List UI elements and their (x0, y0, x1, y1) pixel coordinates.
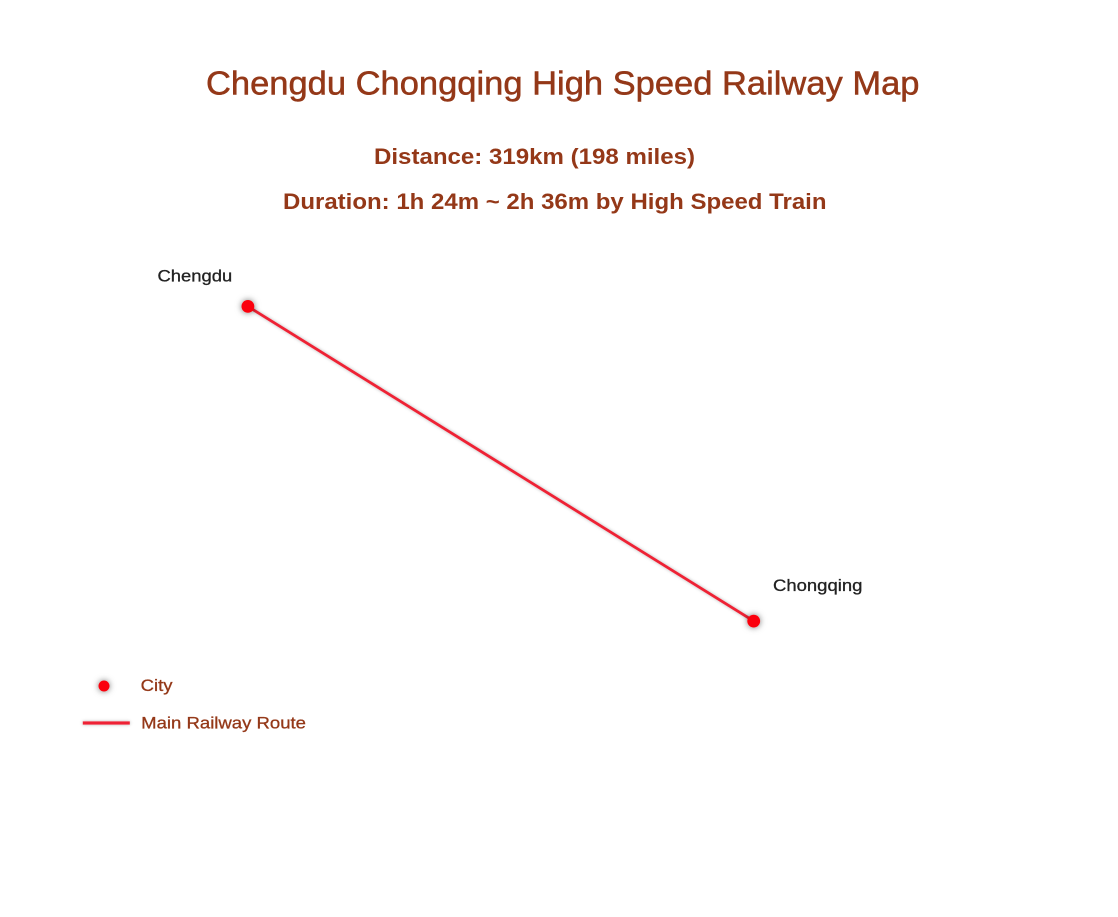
svg-text:Duration: 1h 24m ~ 2h 36m by H: Duration: 1h 24m ~ 2h 36m by High Speed … (283, 189, 827, 214)
svg-text:Chongqing: Chongqing (773, 576, 862, 595)
svg-text:Chengdu: Chengdu (158, 267, 233, 286)
svg-text:Chengdu Chongqing High Speed R: Chengdu Chongqing High Speed Railway Map (206, 65, 920, 102)
svg-text:Distance: 319km (198 miles): Distance: 319km (198 miles) (374, 144, 695, 169)
svg-text:City: City (141, 676, 173, 695)
svg-text:Main Railway Route: Main Railway Route (141, 714, 306, 733)
